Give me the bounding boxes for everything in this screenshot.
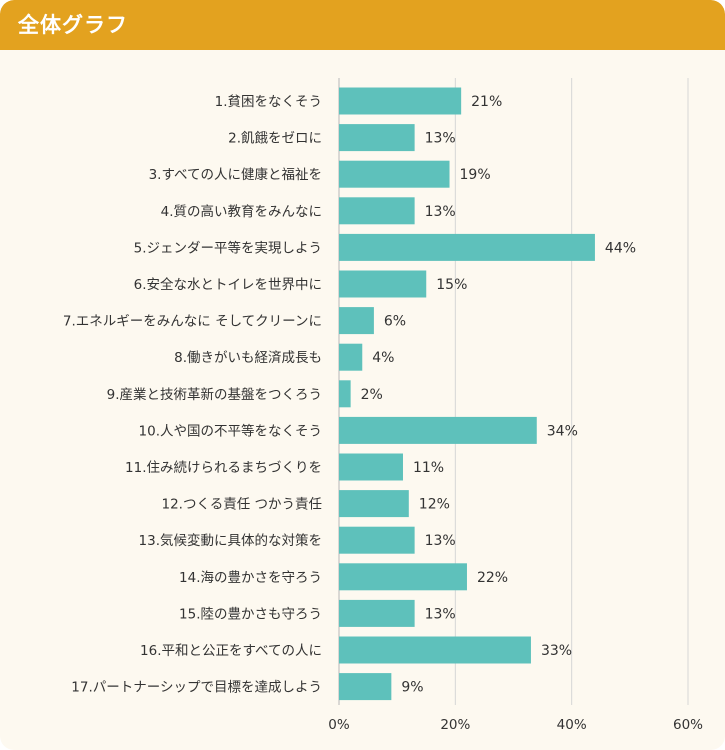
bar [339, 270, 427, 298]
bar [339, 124, 415, 152]
bar [339, 490, 409, 518]
category-label: 3.すべての人に健康と福祉を [149, 166, 322, 183]
category-label: 1.貧困をなくそう [215, 94, 322, 110]
bar [339, 197, 415, 225]
category-label: 9.産業と技術革新の基盤をつくろう [107, 386, 322, 403]
category-label: 10.人や国の不平等をなくそう [139, 422, 322, 439]
bar [339, 160, 450, 188]
value-label: 13% [425, 533, 456, 549]
category-label: 4.質の高い教育をみんなに [161, 203, 322, 220]
value-label: 13% [425, 204, 456, 220]
category-label: 8.働きがいも経済成長も [174, 350, 322, 366]
bar-chart: 0% 20% 40% 60% 1.貧困をなくそう 21% 2.飢餓をゼロに 13% 3.すべての… [63, 78, 703, 733]
value-label: 4% [372, 350, 394, 366]
value-label: 9% [401, 680, 423, 696]
value-label: 2% [361, 387, 383, 403]
value-label: 19% [460, 167, 491, 183]
bar [339, 526, 415, 554]
category-label: 17.パートナーシップで目標を達成しよう [71, 680, 322, 696]
value-label: 33% [541, 643, 572, 659]
value-label: 6% [384, 314, 406, 330]
category-label: 16.平和と公正をすべての人に [140, 643, 322, 659]
bar [339, 636, 531, 664]
value-label: 15% [436, 277, 467, 293]
value-label: 22% [477, 570, 508, 586]
x-tick-label: 0% [328, 717, 350, 733]
value-label: 34% [547, 423, 578, 439]
chart-title: 全体グラフ [18, 13, 128, 37]
value-label: 21% [471, 94, 502, 110]
value-label: 13% [425, 131, 456, 147]
value-label: 44% [605, 240, 636, 256]
bar [339, 87, 462, 115]
x-tick-label: 40% [557, 717, 587, 733]
bar [339, 233, 595, 261]
value-label: 11% [413, 460, 444, 476]
bar [339, 563, 467, 591]
category-label: 6.安全な水とトイレを世界中に [134, 276, 322, 293]
category-label: 7.エネルギーをみんなに そしてクリーンに [63, 314, 322, 330]
x-tick-label: 20% [440, 717, 470, 733]
category-label: 5.ジェンダー平等を実現しよう [134, 239, 322, 256]
value-label: 12% [419, 497, 450, 513]
bar [339, 416, 537, 444]
bar [339, 453, 403, 481]
bar [339, 599, 415, 627]
category-label: 2.飢餓をゼロに [228, 131, 322, 147]
category-label: 11.住み続けられるまちづくりを [125, 460, 322, 476]
bar [339, 380, 351, 408]
category-label: 14.海の豊かさを守ろう [179, 570, 322, 586]
x-tick-label: 60% [673, 717, 703, 733]
value-label: 13% [425, 606, 456, 622]
bar [339, 673, 392, 701]
chart-header: 全体グラフ [0, 0, 725, 50]
category-label: 13.気候変動に具体的な対策を [139, 532, 322, 549]
category-label: 12.つくる責任 つかう責任 [162, 497, 323, 513]
bar [339, 307, 374, 335]
category-label: 15.陸の豊かさも守ろう [179, 606, 322, 622]
bar [339, 343, 363, 371]
